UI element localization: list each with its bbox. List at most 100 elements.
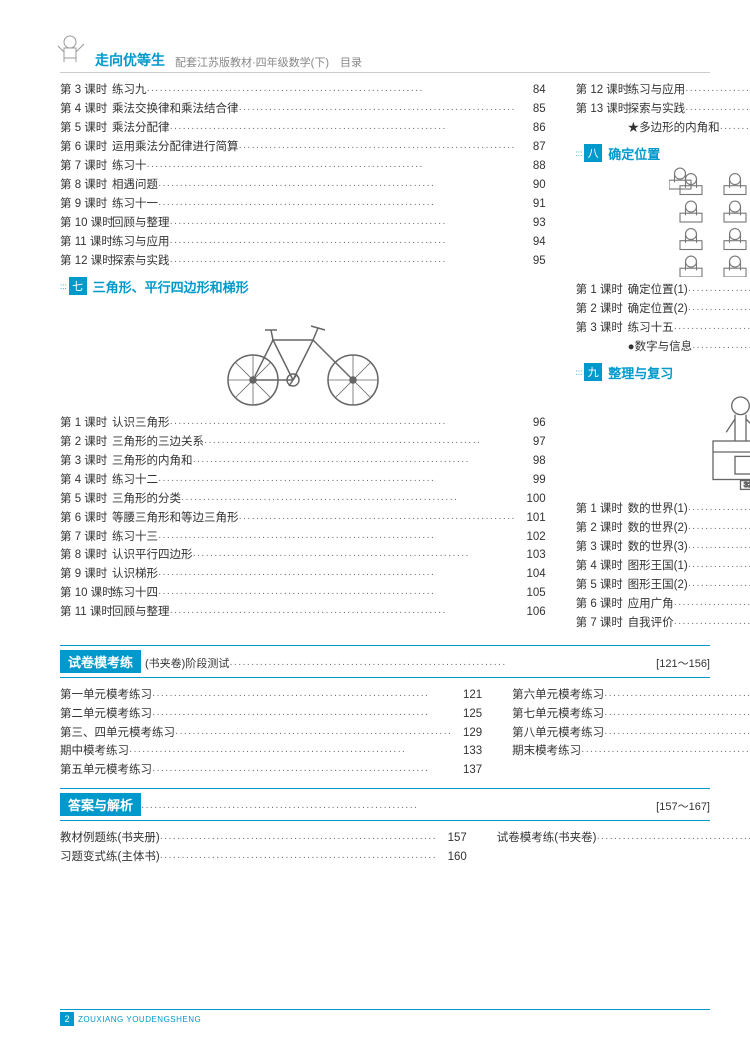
mascot-icon: [50, 30, 90, 70]
toc-title: 探索与实践: [112, 252, 170, 271]
toc-entry: 第五单元模考练习137: [60, 761, 482, 780]
page-header: 走向优等生 配套江苏版教材·四年级数学(下) 目录: [60, 50, 710, 73]
toc-entry: 第 6 课时等腰三角形和等边三角形101: [60, 509, 546, 528]
toc-dots: [688, 283, 750, 300]
toc-title: 练习十一: [112, 195, 158, 214]
toc-entry: 第 1 课时数的世界(1)114: [576, 500, 750, 519]
toc-page: 133: [452, 742, 482, 761]
toc-title: 练习九: [112, 81, 147, 100]
toc-prefix: 第 3 课时: [576, 538, 628, 557]
toc-entry: 第 7 课时练习十三 102: [60, 528, 546, 547]
toc-prefix: 第 10 课时: [60, 584, 112, 603]
toc-prefix: 第 10 课时: [60, 214, 112, 233]
toc-entry: 第 5 课时三角形的分类100: [60, 490, 546, 509]
toc-entry: 第 2 课时三角形的三边关系97: [60, 433, 546, 452]
page-number: 2: [60, 1012, 74, 1026]
toc-prefix: 第 7 课时: [576, 614, 628, 633]
toc-title: 乘法分配律: [112, 119, 170, 138]
toc-page: 95: [516, 252, 546, 271]
toc-page: 125: [452, 705, 482, 724]
toc-page: 84: [516, 81, 546, 100]
toc-dots: [181, 492, 516, 509]
toc-entry: 第 3 课时三角形的内角和98: [60, 452, 546, 471]
toc-dots: [170, 216, 516, 233]
toc-page: 88: [516, 157, 546, 176]
answers-title: 答案与解析: [60, 793, 141, 816]
toc-entry: 第七单元模考练习145: [512, 705, 750, 724]
toc-entry: 第 9 课时认识梯形104: [60, 565, 546, 584]
toc-prefix: 第 6 课时: [60, 138, 112, 157]
toc-prefix: 第 1 课时: [576, 281, 628, 300]
toc-page: 103: [516, 546, 546, 565]
toc-prefix: 第 1 课时: [60, 414, 112, 433]
toc-dots: [158, 178, 516, 195]
toc-entry: 第 8 课时相遇问题90: [60, 176, 546, 195]
toc-page: 94: [516, 233, 546, 252]
toc-title: 练习十三: [112, 528, 158, 547]
toc-page: 85: [516, 100, 546, 119]
toc-title: 三角形的三边关系: [112, 433, 204, 452]
toc-dots: [147, 159, 516, 176]
toc-entry: 第 9 课时练习十一 91: [60, 195, 546, 214]
toc-entry: 第 11 课时回顾与整理106: [60, 603, 546, 622]
toc-page: 90: [516, 176, 546, 195]
toc-dots: [170, 605, 516, 622]
section-badge: 八: [584, 144, 602, 162]
toc-entry: 第 8 课时认识平行四边形103: [60, 546, 546, 565]
toc-page: 106: [516, 603, 546, 622]
toc-dots: [152, 763, 452, 780]
section-9-head: ::: 九 整理与复习: [576, 363, 750, 382]
toc-page: 91: [516, 195, 546, 214]
toc-dots: [158, 586, 516, 603]
toc-prefix: 第 3 课时: [60, 81, 112, 100]
toc-title: 数的世界(2): [628, 519, 688, 538]
toc-title: 回顾与整理: [112, 214, 170, 233]
toc-page: 98: [516, 452, 546, 471]
toc-dots: [204, 435, 516, 452]
toc-page: 137: [452, 761, 482, 780]
toc-dots: [581, 744, 750, 761]
toc-prefix: 第 5 课时: [60, 490, 112, 509]
toc-title: 乘法交换律和乘法结合律: [112, 100, 239, 119]
section-badge: 七: [69, 277, 87, 295]
header-subtitle: 配套江苏版教材·四年级数学(下) 目录: [175, 54, 362, 70]
toc-page: 93: [516, 214, 546, 233]
toc-prefix: 第 11 课时: [60, 603, 112, 622]
toc-prefix: 第 4 课时: [60, 100, 112, 119]
toc-title: 三角形的内角和: [112, 452, 193, 471]
toc-title: 相遇问题: [112, 176, 158, 195]
toc-dots: [688, 302, 750, 319]
toc-page: 102: [516, 528, 546, 547]
toc-title: 试卷模考练(书夹卷): [497, 829, 597, 848]
toc-prefix: 第 9 课时: [60, 195, 112, 214]
toc-entry: 第 11 课时练习与应用94: [60, 233, 546, 252]
toc-entry: ★多边形的内角和109: [576, 119, 750, 138]
section-title: 三角形、平行四边形和梯形: [93, 277, 249, 296]
toc-title: 应用广角: [628, 595, 674, 614]
toc-entry: ●数字与信息113: [576, 338, 750, 357]
toc-prefix: 第 7 课时: [60, 157, 112, 176]
toc-dots: [193, 548, 516, 565]
toc-page: 97: [516, 433, 546, 452]
toc-title: 图形王国(2): [628, 576, 688, 595]
toc-entry: 第 4 课时练习十二99: [60, 471, 546, 490]
toc-title: 等腰三角形和等边三角形: [112, 509, 239, 528]
toc-prefix: 第 7 课时: [60, 528, 112, 547]
toc-prefix: 第 12 课时: [60, 252, 112, 271]
toc-title: 认识三角形: [112, 414, 170, 433]
toc-dots: [688, 521, 750, 538]
header-title: 走向优等生: [95, 50, 165, 70]
toc-page: 100: [516, 490, 546, 509]
toc-prefix: 第 13 课时: [576, 100, 628, 119]
toc-dots: [152, 688, 452, 705]
bicycle-illustration: [60, 300, 546, 410]
toc-dots: [158, 567, 516, 584]
toc-page: 87: [516, 138, 546, 157]
toc-entry: 第 6 课时运用乘法分配律进行简算87: [60, 138, 546, 157]
right-column: 第 12 课时练习与应用107第 13 课时探索与实践108★多边形的内角和10…: [576, 81, 750, 633]
toc-dots: [596, 831, 750, 848]
toc-dots: [147, 83, 516, 100]
toc-entry: 第 1 课时认识三角形96: [60, 414, 546, 433]
left-column: 第 3 课时练习九 84 第 4 课时乘法交换律和乘法结合律 85 第 5 课时 乘法分配…: [60, 81, 546, 633]
section-title: 整理与复习: [608, 363, 673, 382]
